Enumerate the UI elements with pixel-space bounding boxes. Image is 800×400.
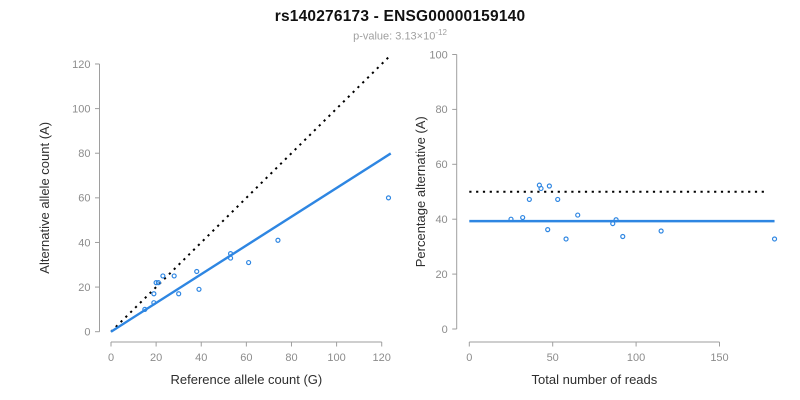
data-point [142, 306, 148, 312]
x-tick-label: 20 [150, 352, 162, 364]
y-axis-title: Alternative allele count (A) [37, 122, 52, 274]
y-tick-label: 100 [72, 103, 90, 115]
y-tick-label: 40 [435, 214, 447, 226]
data-point [275, 237, 281, 243]
x-tick-label: 150 [710, 352, 728, 364]
percentage-alternative-plot: 0 50 100 150 0 20 40 60 80 100 Total number of rea… [413, 49, 778, 387]
data-point [176, 291, 182, 297]
data-point [508, 216, 514, 222]
y-tick-label: 20 [78, 282, 90, 294]
figure-header: rs140276173 - ENSG00000159140 p-value: 3… [0, 0, 800, 43]
data-point [246, 259, 252, 266]
x-tick-label: 80 [285, 352, 297, 364]
data-point [575, 212, 581, 218]
data-point [526, 196, 532, 203]
x-axis-title: Total number of reads [532, 372, 658, 387]
y-tick-label: 80 [78, 148, 90, 160]
data-point [620, 233, 626, 240]
y-tick-label: 60 [435, 159, 447, 171]
data-point [194, 268, 200, 275]
data-point [151, 291, 157, 297]
data-point [613, 217, 619, 223]
data-point [658, 228, 664, 234]
figure-title: rs140276173 - ENSG00000159140 [274, 8, 526, 25]
data-point [520, 214, 526, 221]
data-point [563, 236, 569, 242]
data-point [546, 183, 552, 189]
x-tick-label: 0 [108, 352, 114, 364]
x-tick-label: 60 [240, 352, 252, 364]
data-point [555, 196, 561, 203]
data-point [385, 195, 392, 201]
data-point [153, 280, 159, 286]
data-point [196, 286, 202, 292]
pvalue-exponent: -12 [435, 28, 447, 37]
y-tick-label: 120 [72, 59, 90, 71]
data-point [771, 236, 778, 242]
y-tick-label: 0 [442, 324, 448, 336]
x-tick-label: 120 [373, 352, 391, 364]
y-tick-label: 80 [435, 104, 447, 116]
x-tick-label: 40 [195, 352, 207, 364]
pvalue-text: p-value: 3.13×10 [353, 30, 436, 43]
fit-line [110, 152, 392, 333]
y-tick-label: 100 [429, 49, 447, 61]
allele-counts-plot: 0 20 40 60 80 100 120 0 20 40 60 80 100 120 Reference … [37, 54, 392, 387]
data-point [151, 300, 157, 306]
x-tick-label: 0 [466, 352, 472, 364]
y-tick-label: 20 [435, 269, 447, 281]
data-point [171, 273, 177, 279]
y-tick-label: 40 [78, 237, 90, 249]
data-point [545, 227, 551, 233]
data-point [538, 185, 544, 192]
data-point [227, 251, 234, 257]
y-tick-label: 60 [78, 193, 90, 205]
x-axis-title: Reference allele count (G) [170, 372, 322, 387]
data-point [155, 280, 161, 286]
y-tick-label: 0 [84, 327, 90, 339]
data-point [160, 273, 166, 279]
y-axis-title: Percentage alternative (A) [413, 116, 428, 267]
x-tick-label: 100 [327, 352, 345, 364]
identity-line [110, 54, 392, 333]
x-tick-label: 100 [627, 352, 645, 364]
data-point [610, 220, 616, 227]
x-tick-label: 50 [547, 352, 559, 364]
figure-subtitle: p-value: 3.13×10-12 [0, 28, 800, 43]
